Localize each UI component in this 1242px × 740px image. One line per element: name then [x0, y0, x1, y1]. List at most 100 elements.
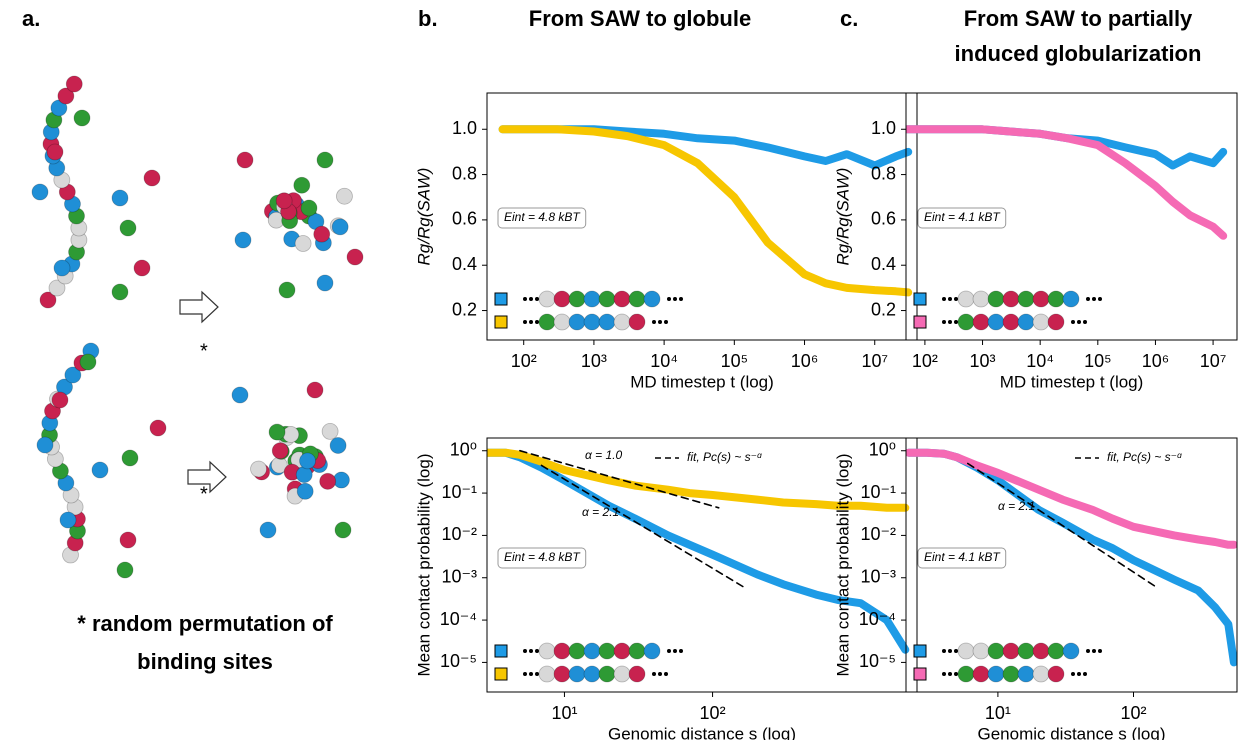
bead — [1017, 313, 1035, 331]
legend-swatch — [913, 644, 927, 658]
y-tick-label: 10⁻³ — [441, 566, 477, 586]
bead — [278, 281, 296, 299]
y-axis-label: Rg/Rg(SAW) — [414, 168, 433, 266]
dot — [1092, 649, 1096, 653]
annotation: Eint = 4.8 kBT — [504, 550, 581, 564]
dot — [523, 320, 527, 324]
note: binding sites — [137, 649, 273, 674]
bead — [957, 642, 975, 660]
bead — [1017, 665, 1035, 683]
data-line — [498, 125, 913, 297]
x-tick-label: 10² — [511, 351, 537, 371]
dot — [529, 649, 533, 653]
bead — [346, 248, 364, 266]
legend-swatch — [494, 667, 508, 681]
bead — [334, 521, 352, 539]
x-tick-label: 10⁵ — [721, 351, 748, 371]
bead — [149, 419, 167, 437]
dot — [942, 297, 946, 301]
bead — [583, 665, 601, 683]
dot — [667, 649, 671, 653]
dot — [673, 649, 677, 653]
dot — [954, 297, 958, 301]
x-tick-label: 10⁷ — [861, 351, 888, 371]
dot — [658, 320, 662, 324]
bead — [598, 290, 616, 308]
dot — [954, 649, 958, 653]
x-tick-label: 10² — [1120, 703, 1146, 723]
bead — [331, 218, 349, 236]
dot — [942, 649, 946, 653]
bead — [972, 665, 990, 683]
panel-label: a. — [22, 6, 40, 31]
dot — [948, 320, 952, 324]
bead — [538, 290, 556, 308]
legend-swatch — [913, 292, 927, 306]
chart: 10² 10³ 10⁴ 10⁵ 10⁶ 10⁷ 0.2 0.4 0.6 0.8 1.0 MD time… — [414, 92, 918, 391]
bead — [1062, 642, 1080, 660]
bead — [143, 169, 161, 187]
dot — [942, 320, 946, 324]
bead — [31, 183, 49, 201]
bead — [553, 313, 571, 331]
annotation: α = 2.1 — [998, 499, 1035, 513]
bead — [957, 313, 975, 331]
annotation-box — [497, 207, 587, 229]
bead — [111, 189, 129, 207]
legend-label: fit, Pc(s) ~ s⁻ᵅ — [1107, 450, 1182, 464]
x-tick-label: 10⁴ — [1026, 351, 1054, 371]
dot — [679, 649, 683, 653]
dot — [523, 649, 527, 653]
y-tick-label: 0.2 — [871, 299, 896, 319]
bead — [271, 442, 289, 460]
dot — [948, 649, 952, 653]
bead — [987, 313, 1005, 331]
y-tick-label: 10⁻¹ — [441, 482, 477, 502]
bead — [321, 423, 339, 440]
dot — [667, 297, 671, 301]
panel-title: From SAW to globule — [529, 6, 751, 31]
dot — [1083, 320, 1087, 324]
bead — [972, 313, 990, 331]
x-tick-label: 10¹ — [985, 703, 1011, 723]
bead — [583, 290, 601, 308]
x-tick-label: 10⁴ — [650, 351, 678, 371]
x-tick-label: 10² — [912, 351, 938, 371]
x-tick-label: 10⁶ — [791, 351, 818, 371]
panel-title: induced globularization — [955, 41, 1202, 66]
dot — [1092, 297, 1096, 301]
bead — [1032, 313, 1050, 331]
legend-swatch — [913, 667, 927, 681]
x-tick-label: 10¹ — [551, 703, 577, 723]
bead — [250, 460, 267, 478]
annotation: Eint = 4.8 kBT — [504, 210, 581, 224]
bead — [73, 109, 91, 127]
dot — [1098, 649, 1102, 653]
bead — [553, 290, 571, 308]
bead — [299, 452, 316, 470]
bead — [336, 187, 353, 205]
y-tick-label: 0.8 — [452, 163, 477, 183]
y-tick-label: 10⁻³ — [860, 566, 896, 586]
dot — [1098, 297, 1102, 301]
dot — [529, 320, 533, 324]
bead — [643, 642, 661, 660]
plot-frame — [486, 92, 918, 341]
dot — [673, 297, 677, 301]
legend-swatch — [494, 292, 508, 306]
y-tick-label: 1.0 — [452, 118, 477, 138]
bead — [987, 290, 1005, 308]
dot — [664, 672, 668, 676]
x-axis-label: Genomic distance s (log) — [608, 724, 796, 740]
chart: 10¹ 10² 10⁰ 10⁻¹ 10⁻² 10⁻³ 10⁻⁴ 10⁻⁵ Genomic dis… — [414, 437, 918, 740]
bead — [1002, 290, 1020, 308]
bead — [121, 449, 139, 467]
bead — [957, 290, 975, 308]
bead — [1002, 313, 1020, 331]
bead — [91, 461, 109, 479]
dot — [535, 649, 539, 653]
dot — [664, 320, 668, 324]
bead — [268, 423, 286, 441]
dot — [523, 297, 527, 301]
